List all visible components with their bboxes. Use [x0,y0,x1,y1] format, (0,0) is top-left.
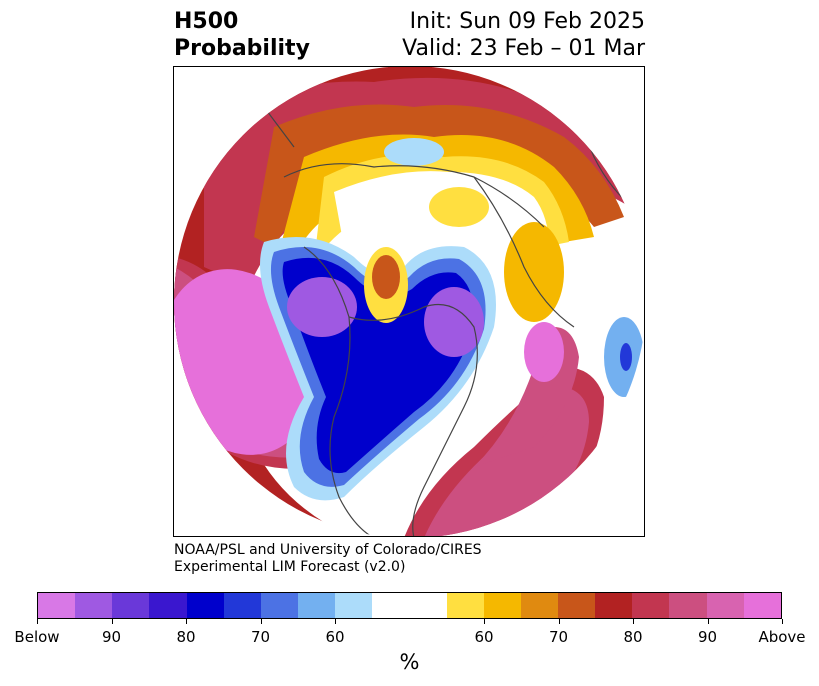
colorbar-segment [669,593,707,618]
colorbar-segment [372,593,410,618]
colorbar-tick-label: Above [758,628,806,646]
colorbar-tick-label: 80 [176,628,196,646]
colorbar-tick-label: 60 [474,628,494,646]
colorbar-segment [38,593,76,618]
colorbar-segment [557,593,596,618]
probability-map-svg [174,67,644,536]
colorbar-segment [632,593,670,618]
title-line-2: Probability [174,36,310,61]
above-atlantic-core [524,322,564,382]
colorbar-tick-mark [186,619,187,624]
below-blob-alaska [287,277,357,337]
colorbar-tick-mark [335,619,336,624]
forecast-dates: Init: Sun 09 Feb 2025 Valid: 23 Feb – 01… [402,8,645,62]
below-blob-hudson [424,287,484,357]
warm-tongue-core [372,255,400,299]
cold-east-north-core [620,343,632,371]
colorbar-tick-mark [37,619,38,624]
warm-blob-europe [429,187,489,227]
colorbar-segment [223,593,261,618]
colorbar-segment [409,593,447,618]
colorbar-segment [335,593,373,618]
colorbar [37,592,782,619]
colorbar-tick-label: 90 [697,628,718,646]
colorbar-tick-mark [707,619,709,624]
colorbar-tick-mark [111,619,113,624]
colorbar-segment [595,593,633,618]
colorbar-tick-mark [558,619,560,624]
colorbar-segment [297,593,336,618]
colorbar-tick-mark [782,619,783,624]
colorbar-segment [446,593,484,618]
cold-blob-arctic [384,138,444,166]
colorbar-units: % [399,650,420,674]
colorbar-tick-mark [633,619,634,624]
warm-band-1 [254,104,624,247]
colorbar-segment [520,593,558,618]
title-line-1: H500 [174,9,239,34]
colorbar-tick-label: 80 [623,628,643,646]
colorbar-segment [186,593,224,618]
colorbar-segment [483,593,521,618]
credit-line-2: Experimental LIM Forecast (v2.0) [174,558,406,575]
probability-field [174,67,644,536]
valid-dates: Valid: 23 Feb – 01 Mar [402,36,645,61]
init-date: Init: Sun 09 Feb 2025 [409,9,645,34]
colorbar-tick-mark [484,619,485,624]
probability-map [173,66,645,537]
colorbar-tick-label: Below [14,628,60,646]
colorbar-segment [743,593,781,618]
warm-blob-russia [504,222,564,322]
credit-text: NOAA/PSL and University of Colorado/CIRE… [174,542,482,575]
colorbar-segment [75,593,113,618]
colorbar-tick-label: 70 [548,628,569,646]
colorbar-segment [112,593,150,618]
colorbar-segment [706,593,744,618]
colorbar-tick-label: 90 [101,628,122,646]
colorbar-segment [260,593,298,618]
colorbar-tick-mark [260,619,262,624]
colorbar-tick-label: 60 [325,628,345,646]
colorbar-segment [149,593,187,618]
figure-title: H500 Probability [174,8,310,62]
credit-line-1: NOAA/PSL and University of Colorado/CIRE… [174,542,482,558]
colorbar-tick-label: 70 [250,628,271,646]
